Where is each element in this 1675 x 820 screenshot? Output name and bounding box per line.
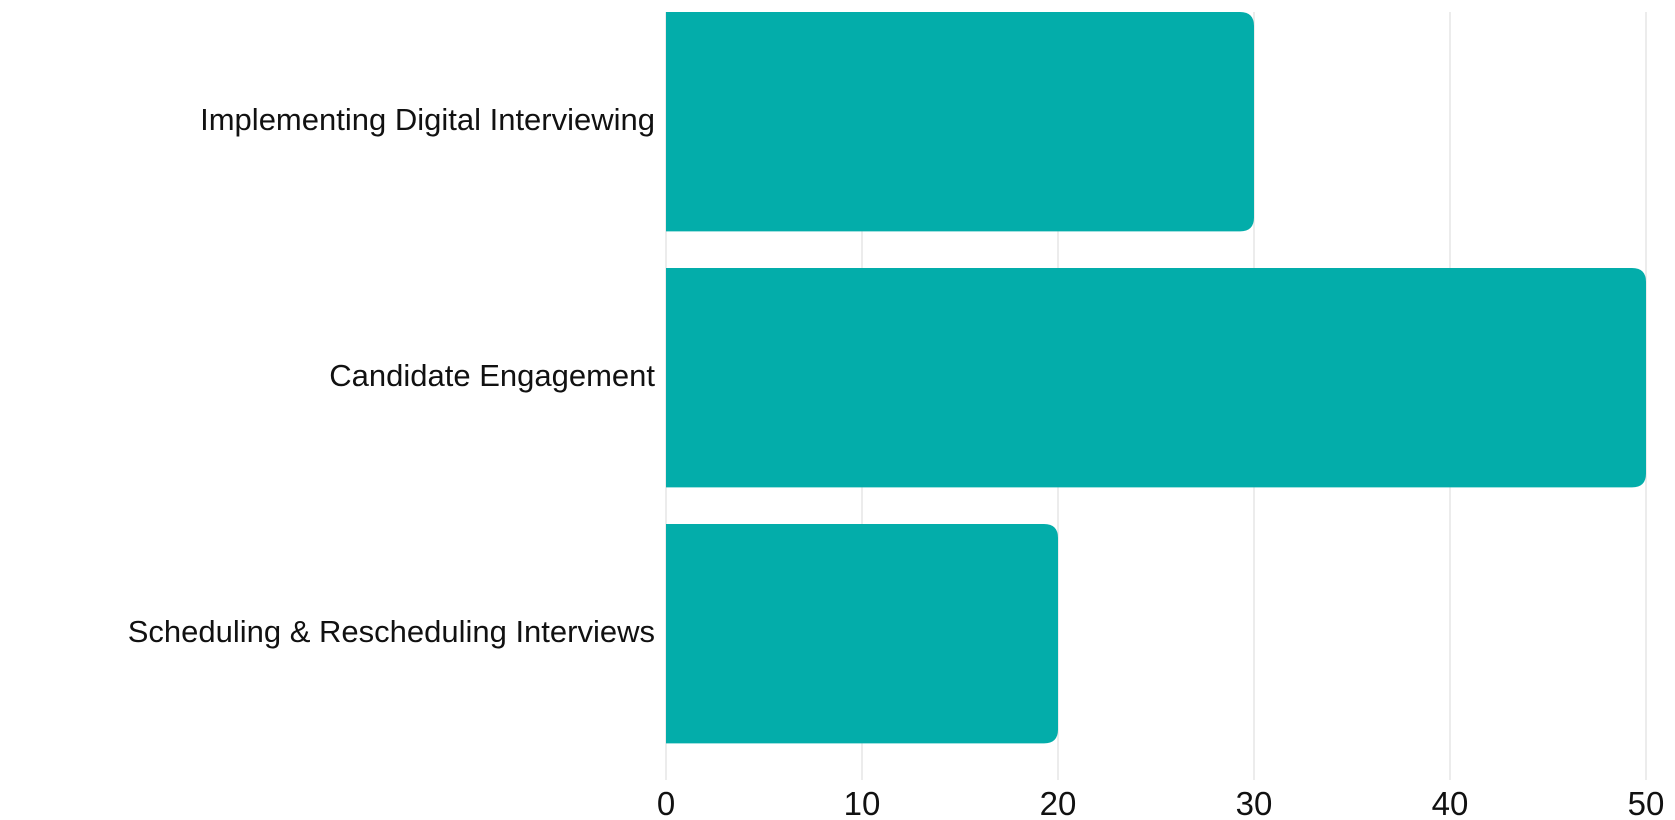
category-label-2: Candidate Engagement	[329, 358, 655, 393]
x-tick-label-40: 40	[1432, 785, 1469, 820]
x-tick-label-50: 50	[1628, 785, 1665, 820]
bar-implementing-digital-interviewing	[666, 12, 1254, 232]
category-label-1: Implementing Digital Interviewing	[200, 102, 655, 137]
bar-candidate-engagement	[666, 268, 1646, 488]
x-tick-label-10: 10	[844, 785, 881, 820]
category-label-3: Scheduling & Rescheduling Interviews	[128, 614, 655, 649]
x-tick-label-20: 20	[1040, 785, 1077, 820]
category-labels: Implementing Digital Interviewing Candida…	[128, 102, 656, 649]
bars	[666, 12, 1646, 744]
x-tick-label-30: 30	[1236, 785, 1273, 820]
x-tick-label-0: 0	[657, 785, 675, 820]
x-axis-ticks: 0 10 20 30 40 50	[657, 785, 1665, 820]
bar-scheduling-rescheduling-interviews	[666, 524, 1058, 744]
